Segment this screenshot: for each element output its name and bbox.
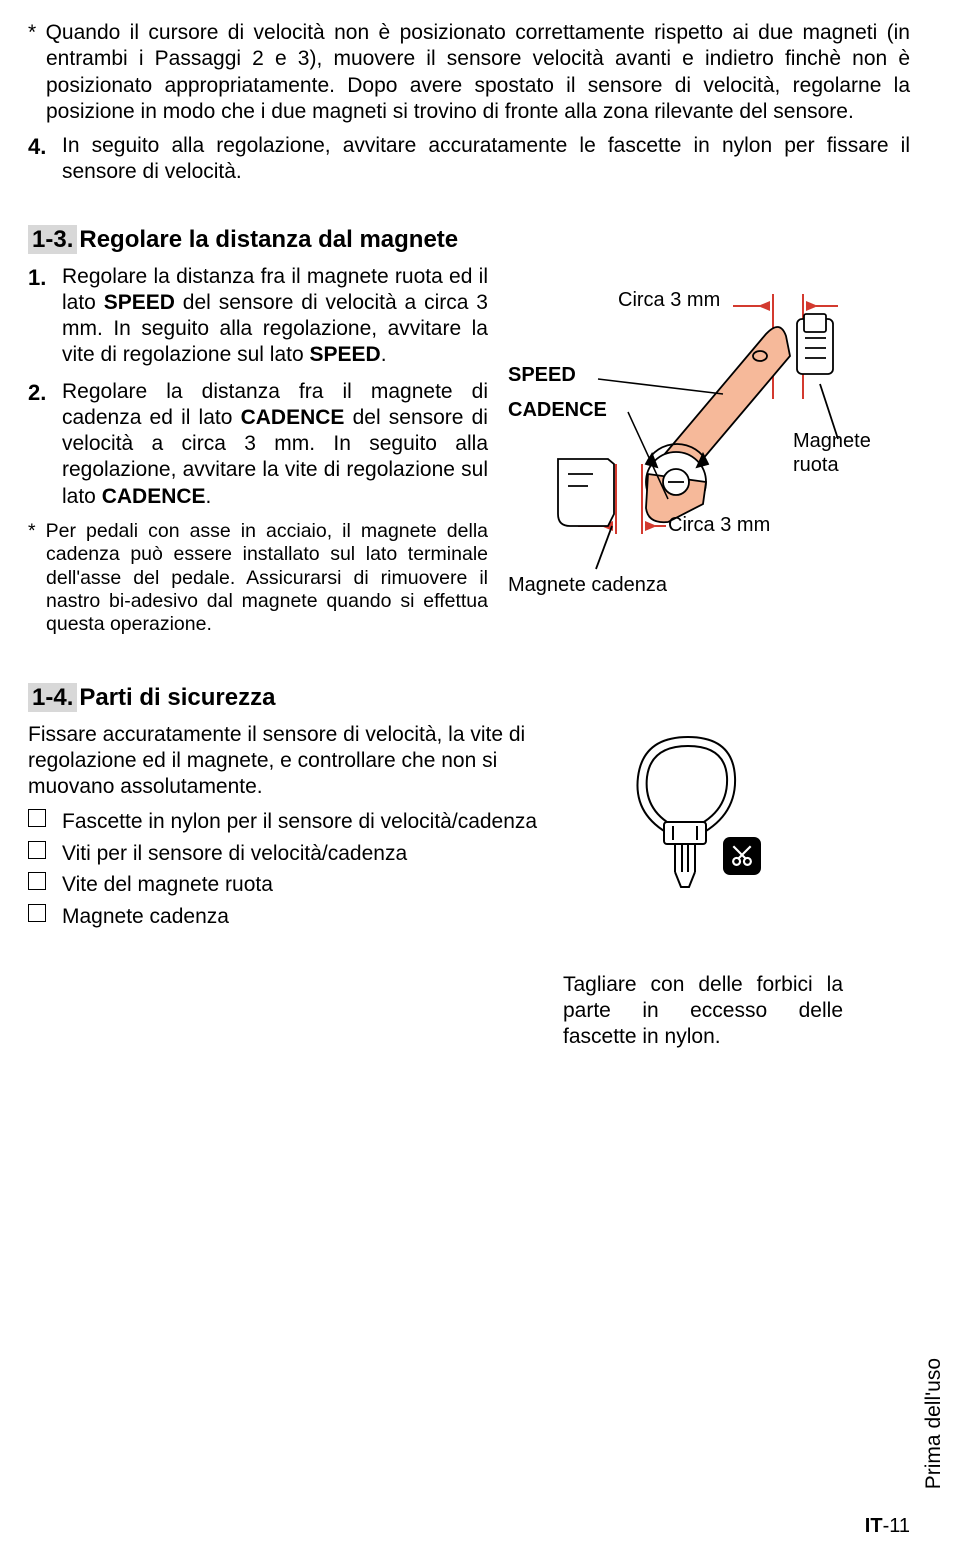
label-cadence: CADENCE [508, 399, 607, 422]
checkbox-icon [28, 809, 46, 827]
checkbox-icon [28, 841, 46, 859]
checkbox-icon [28, 872, 46, 890]
checkbox-icon [28, 904, 46, 922]
magnet-distance-diagram: Circa 3 mm SPEED CADENCE Magnete ruota C… [508, 264, 888, 644]
check-item-3: Vite del magnete ruota [28, 869, 543, 901]
item-4: 4. In seguito alla regolazione, avvitare… [28, 133, 910, 186]
label-magnete-cadenza: Magnete cadenza [508, 574, 667, 597]
tie-svg [563, 722, 803, 902]
s13-item-1: 1. Regolare la distanza fra il magnete r… [28, 264, 488, 369]
page-number: IT-11 [865, 1515, 910, 1538]
s14-caption: Tagliare con delle forbici la parte in e… [563, 972, 843, 1051]
section-1-4-heading: 1-4.Parti di sicurezza [28, 684, 910, 712]
label-circa3mm-top: Circa 3 mm [618, 289, 720, 312]
s13-item-2: 2. Regolare la distanza fra il magnete d… [28, 379, 488, 510]
check-item-1: Fascette in nylon per il sensore di velo… [28, 806, 543, 838]
scissors-icon [723, 837, 761, 875]
s13-footnote: * Per pedali con asse in acciaio, il mag… [28, 520, 488, 637]
check-item-4: Magnete cadenza [28, 901, 543, 933]
checklist: Fascette in nylon per il sensore di velo… [28, 806, 543, 932]
item-4-number: 4. [28, 133, 46, 161]
label-speed: SPEED [508, 364, 576, 387]
section-1-3-heading: 1-3.Regolare la distanza dal magnete [28, 226, 910, 254]
side-section-label: Prima dell'uso [922, 1358, 946, 1489]
s14-intro: Fissare accuratamente il sensore di velo… [28, 722, 543, 801]
label-magnete-ruota: Magnete ruota [793, 429, 888, 477]
cable-tie-diagram [563, 722, 903, 972]
label-circa3mm-bottom: Circa 3 mm [668, 514, 770, 537]
top-note: * Quando il cursore di velocità non è po… [28, 20, 910, 125]
check-item-2: Viti per il sensore di velocità/cadenza [28, 838, 543, 870]
